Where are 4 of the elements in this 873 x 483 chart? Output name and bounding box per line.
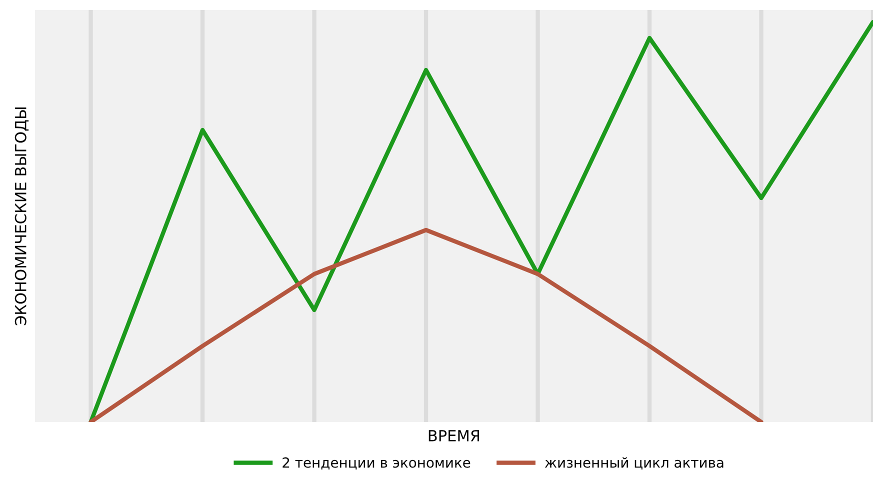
x-axis-title: ВРЕМЯ [428, 430, 480, 442]
legend-label: 2 тенденции в экономике [282, 457, 470, 470]
y-axis-title: ЭКОНОМИЧЕСКИЕ ВЫГОДЫ [14, 108, 29, 326]
legend-label: жизненный цикл актива [544, 457, 724, 470]
